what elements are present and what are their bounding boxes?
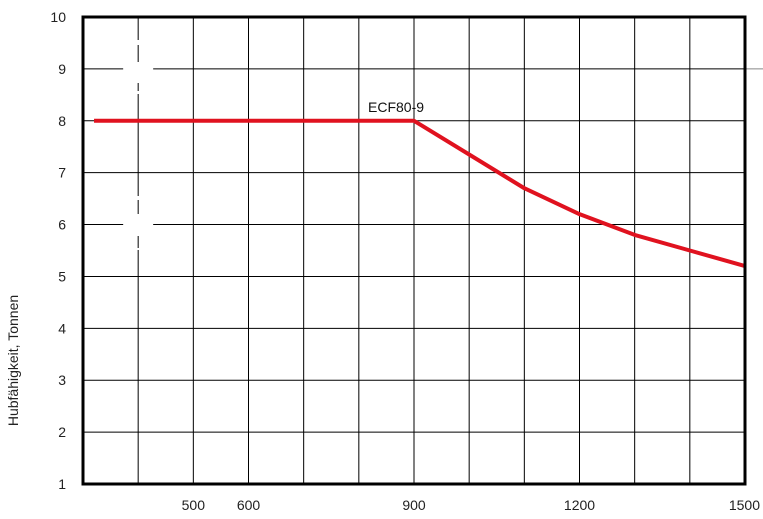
x-tick-label: 500 <box>182 497 206 513</box>
y-tick-label: 3 <box>58 372 66 388</box>
series-layer: ECF80-9 <box>94 99 746 268</box>
y-tick-label: 9 <box>58 61 66 77</box>
y-tick-label: 2 <box>58 424 66 440</box>
x-tick-label: 1500 <box>729 497 760 513</box>
y-tick-label: 1 <box>58 476 66 492</box>
y-tick-label: 6 <box>58 217 66 233</box>
y-axis-label: Hubfähigkeit, Tonnen <box>5 295 21 426</box>
plot-frame <box>81 15 747 486</box>
y-tick-label: 4 <box>58 320 66 336</box>
grid <box>83 17 763 484</box>
series-label: ECF80-9 <box>368 99 424 115</box>
x-axis-ticks: 500 600 900 1200 1500 <box>182 497 761 513</box>
series-line <box>94 118 746 268</box>
y-tick-label: 5 <box>58 268 66 284</box>
x-tick-label: 900 <box>402 497 426 513</box>
y-axis-ticks: 1 2 3 4 5 6 7 8 9 10 <box>50 9 66 492</box>
x-tick-label: 600 <box>237 497 261 513</box>
y-tick-label: 10 <box>50 9 66 25</box>
y-tick-label: 7 <box>58 165 66 181</box>
y-tick-label: 8 <box>58 113 66 129</box>
x-tick-label: 1200 <box>564 497 595 513</box>
